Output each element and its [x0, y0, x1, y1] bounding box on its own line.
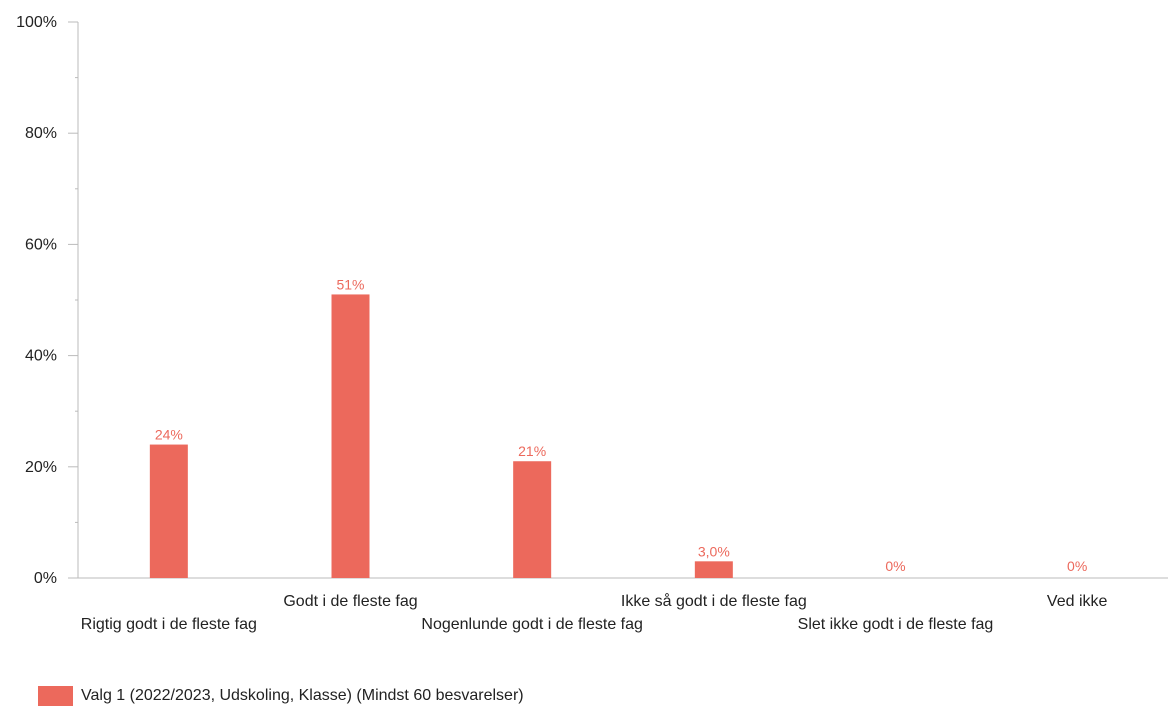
y-tick-label: 60%: [25, 236, 57, 253]
y-tick-label: 40%: [25, 348, 57, 365]
bar-data-label: 0%: [885, 558, 905, 574]
legend-label: Valg 1 (2022/2023, Udskoling, Klasse) (M…: [81, 687, 524, 704]
bar: [694, 561, 733, 578]
bar-data-label: 24%: [155, 427, 183, 443]
bar-series: [149, 294, 733, 578]
chart-axes: [77, 22, 1168, 579]
y-tick-label: 0%: [34, 570, 57, 587]
legend-swatch: [38, 686, 73, 706]
category-labels: Rigtig godt i de fleste fag Godt i de fle…: [81, 592, 1108, 633]
data-labels: 24% 51% 21% 3,0% 0% 0%: [155, 276, 1087, 574]
x-category-label: Ikke så godt i de fleste fag: [621, 592, 807, 610]
y-tick-label: 20%: [25, 459, 57, 476]
y-tick-label: 100%: [16, 14, 57, 31]
bar: [149, 444, 188, 578]
bar-chart: 0% 20% 40% 60% 80% 100% 24% 51% 21% 3,0% 0% 0% Rig…: [16, 14, 1168, 633]
x-category-label: Nogenlunde godt i de fleste fag: [421, 616, 643, 633]
y-axis-ticks: 0% 20% 40% 60% 80% 100%: [16, 14, 78, 587]
legend: Valg 1 (2022/2023, Udskoling, Klasse) (M…: [38, 686, 524, 706]
bar-data-label: 0%: [1067, 558, 1087, 574]
x-category-label: Rigtig godt i de fleste fag: [81, 616, 257, 633]
x-category-label: Slet ikke godt i de fleste fag: [798, 616, 994, 633]
x-category-label: Godt i de fleste fag: [283, 593, 417, 610]
bar-data-label: 51%: [336, 276, 364, 292]
x-category-label: Ved ikke: [1047, 593, 1108, 610]
y-tick-label: 80%: [25, 125, 57, 142]
bar: [513, 461, 552, 578]
bar-data-label: 21%: [518, 443, 546, 459]
bar: [331, 294, 370, 578]
bar-data-label: 3,0%: [698, 543, 730, 559]
